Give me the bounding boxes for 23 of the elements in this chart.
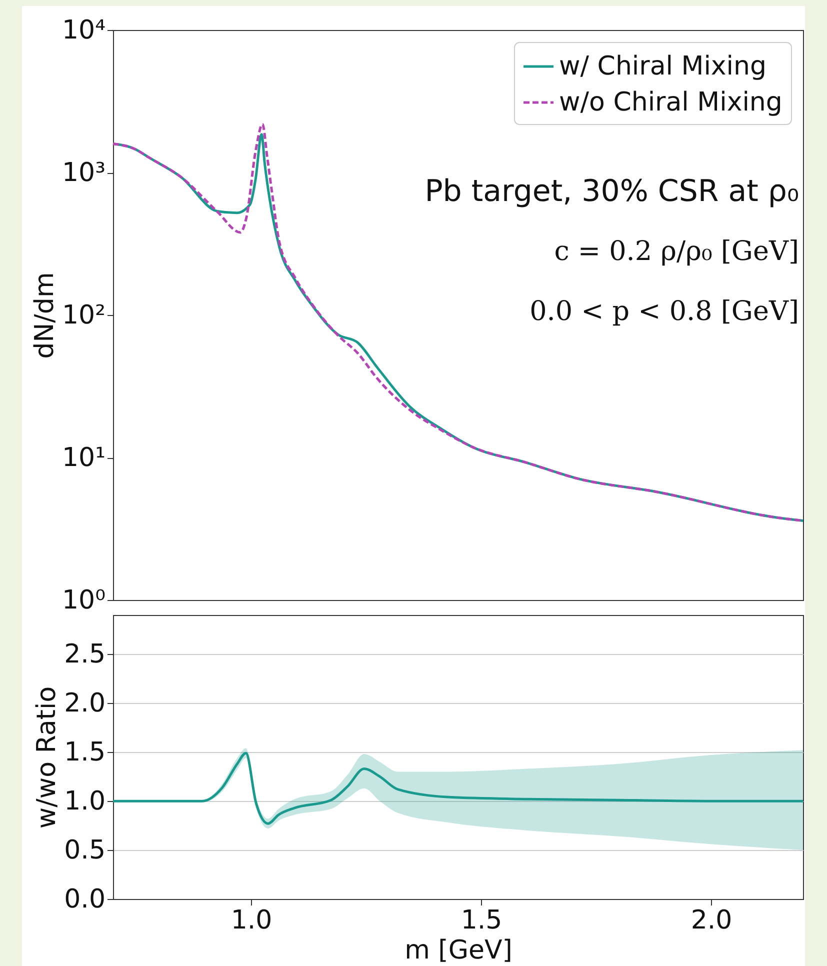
x-tick-label: 1.5 — [460, 906, 502, 936]
line-series — [112, 752, 804, 825]
annotation: Pb target, 30% CSR at ρ₀ — [424, 174, 799, 209]
y-tick-label: 10⁰ — [62, 586, 106, 616]
y-tick-label: 10⁴ — [62, 16, 106, 46]
legend-label: w/o Chiral Mixing — [559, 88, 782, 118]
y-tick-label: 0.0 — [64, 884, 106, 914]
y-tick-label: 2.0 — [64, 688, 106, 719]
y-tick-label: 10¹ — [62, 443, 106, 473]
x-tick-label: 1.0 — [230, 906, 272, 936]
legend-label: w/ Chiral Mixing — [559, 52, 767, 82]
y-tick-label: 1.0 — [64, 786, 106, 817]
x-tick-label: 2.0 — [690, 906, 732, 936]
y-axis-title: w/wo Ratio — [32, 686, 62, 829]
y-tick-label: 1.5 — [64, 738, 106, 768]
y-axis-title: dN/dm — [30, 272, 60, 359]
annotation: 0.0 < p < 0.8 [GeV] — [530, 296, 799, 327]
y-tick-label: 2.5 — [64, 640, 106, 670]
x-axis-title: m [GeV] — [404, 936, 512, 966]
y-tick-label: 0.5 — [64, 836, 106, 866]
annotation: c = 0.2 ρ/ρ₀ [GeV] — [554, 236, 799, 267]
y-tick-label: 10³ — [62, 158, 106, 188]
y-tick-label: 10² — [62, 300, 106, 330]
